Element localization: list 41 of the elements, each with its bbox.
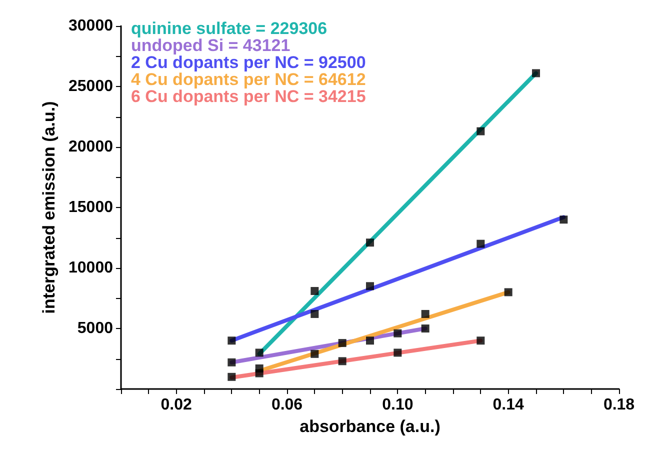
text: quinine sulfate = 229306 <box>131 19 328 38</box>
point <box>476 240 485 248</box>
y-tick-label: 25000 <box>68 78 114 95</box>
y-tick-label: 5000 <box>77 320 114 337</box>
point <box>394 348 402 357</box>
y-axis-title: intergrated emission (a.u.) <box>40 101 59 314</box>
y-tick-label: 15000 <box>68 199 114 216</box>
point <box>366 238 374 247</box>
y-tick-label: 10000 <box>68 260 114 276</box>
x-axis-title: absorbance (a.u.) <box>300 416 440 436</box>
point <box>228 372 236 381</box>
point <box>310 350 319 358</box>
point <box>310 310 319 318</box>
point <box>228 358 236 366</box>
x-tick-label: 0.18 <box>603 396 635 414</box>
point <box>366 336 374 345</box>
text: undoped Si = 43121 <box>131 36 290 55</box>
x-tick-label: 0.06 <box>271 396 303 414</box>
text: 6 Cu dopants per NC = 34215 <box>131 87 366 106</box>
point <box>421 310 430 318</box>
point <box>476 336 485 345</box>
point <box>532 69 540 78</box>
point <box>394 329 402 338</box>
point <box>228 336 236 345</box>
text: 0.02 <box>160 396 192 414</box>
point <box>421 324 430 332</box>
text: 4 Cu dopants per NC = 64612 <box>131 70 366 89</box>
point <box>338 339 346 348</box>
point <box>310 286 319 295</box>
x-tick-label: 0.14 <box>492 396 524 414</box>
text: 2 Cu dopants per NC = 92500 <box>131 53 366 72</box>
y-tick-label: 30000 <box>68 18 114 34</box>
point <box>255 369 264 378</box>
y-tick-label: 20000 <box>68 138 114 156</box>
x-tick-label: 0.10 <box>382 396 414 414</box>
point <box>476 127 485 136</box>
point <box>504 288 512 296</box>
point <box>366 282 374 290</box>
point <box>255 348 264 357</box>
point <box>560 216 568 224</box>
point <box>338 357 346 366</box>
